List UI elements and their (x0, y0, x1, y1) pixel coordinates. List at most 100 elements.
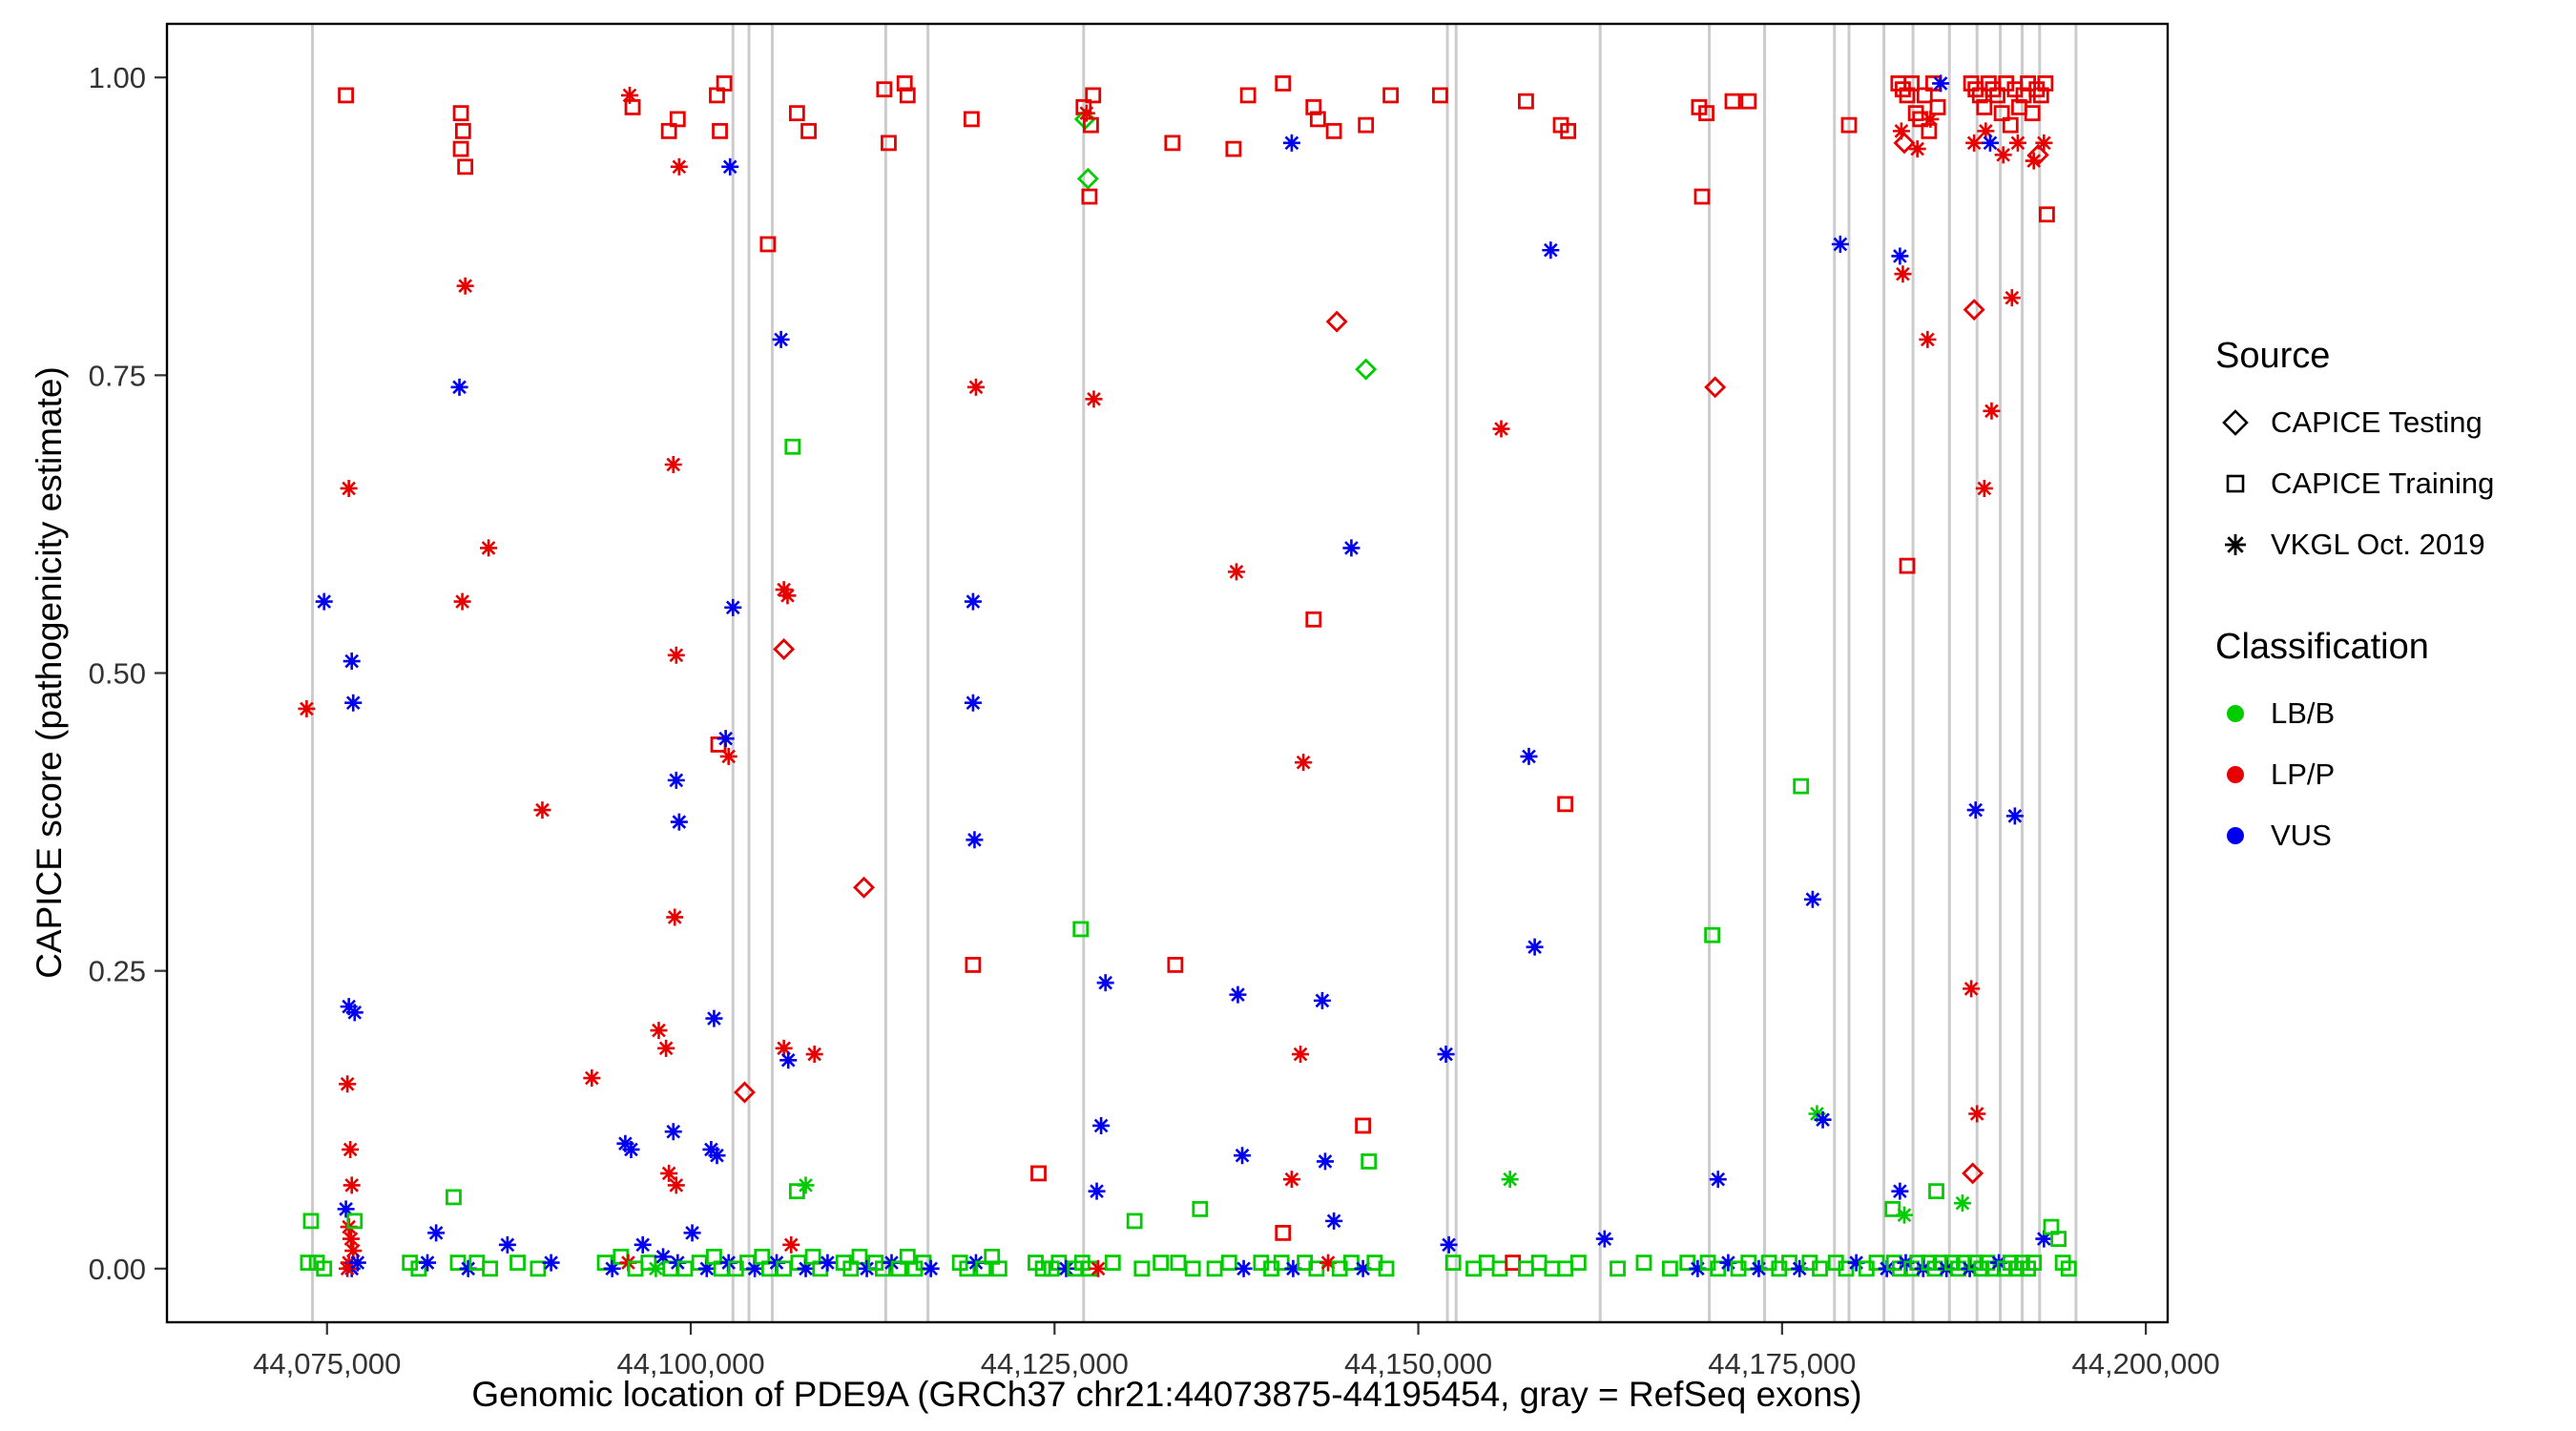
data-point-asterisk (453, 592, 471, 611)
classification-legend: Classification LB/B LP/P VUS (2215, 627, 2570, 866)
data-point-square (1225, 140, 1242, 157)
data-point-asterisk (427, 1224, 446, 1242)
data-point-asterisk (339, 1075, 357, 1093)
data-point-square (2060, 1260, 2077, 1277)
data-point-square (446, 1189, 462, 1206)
data-point-square (1133, 1260, 1151, 1277)
data-point-asterisk (620, 86, 638, 104)
data-point-asterisk (666, 908, 684, 926)
data-point-asterisk (697, 1259, 716, 1277)
x-tick-label: 44,175,000 (1708, 1347, 1856, 1380)
data-point-square (669, 111, 686, 128)
data-point-asterisk (1709, 1171, 1727, 1189)
data-point-square (1781, 1255, 1797, 1271)
data-point-square (1085, 87, 1102, 104)
data-point-asterisk (1981, 134, 1999, 152)
data-point-diamond (1325, 310, 1348, 333)
legend-item-label: VUS (2271, 819, 2332, 852)
data-point-square (1812, 1260, 1828, 1277)
data-point-asterisk (583, 1069, 601, 1088)
data-point-square (1710, 1260, 1727, 1277)
data-point-asterisk (667, 1176, 685, 1194)
data-point-square (346, 1213, 364, 1230)
data-point-square (990, 1260, 1008, 1277)
data-point-square (851, 1248, 868, 1265)
data-point-asterisk (1292, 1046, 1310, 1064)
data-point-square (1432, 87, 1448, 104)
data-point-square (1104, 1255, 1121, 1271)
data-point-asterisk (1803, 890, 1821, 908)
data-point-asterisk (1983, 402, 2001, 420)
data-point-asterisk (746, 1259, 764, 1277)
data-point-square (2025, 1255, 2043, 1271)
data-point-square (1698, 105, 1714, 122)
data-point-square (530, 1260, 547, 1277)
data-point-square (1740, 93, 1757, 110)
data-point-asterisk (2035, 134, 2053, 152)
data-point-square (2050, 1231, 2067, 1247)
data-point-square (1976, 99, 1993, 115)
data-point-asterisk (1750, 1259, 1768, 1277)
data-point-asterisk (456, 277, 474, 295)
data-point-asterisk (1963, 980, 1981, 998)
data-point-square (1275, 1224, 1292, 1241)
data-point-asterisk (772, 330, 790, 348)
data-point-asterisk (498, 1235, 516, 1254)
data-point-asterisk (1319, 1254, 1338, 1272)
data-point-square (1030, 1165, 1047, 1182)
data-point-asterisk (2035, 1230, 2053, 1248)
data-point-square (896, 75, 913, 92)
data-point-diamond (733, 1081, 756, 1104)
data-point-square (874, 1260, 891, 1277)
data-point-asterisk (670, 813, 688, 831)
legend-item-label: VKGL Oct. 2019 (2271, 528, 2485, 561)
data-point-asterisk (340, 1254, 358, 1272)
x-tick-label: 44,150,000 (1344, 1347, 1492, 1380)
data-point-asterisk (1342, 539, 1361, 557)
data-point-square (410, 1260, 427, 1277)
data-point-square (1740, 1255, 1757, 1271)
data-point-square (1868, 1255, 1885, 1271)
data-point-square (1184, 1260, 1201, 1277)
data-point-asterisk (1814, 1110, 1832, 1129)
data-point-asterisk (1092, 1116, 1111, 1134)
data-point-square (876, 81, 893, 98)
data-point-asterisk (1689, 1259, 1707, 1277)
data-point-diamond (853, 876, 875, 899)
data-point-square (1325, 122, 1342, 139)
data-point-square (449, 1255, 467, 1271)
data-point-square (1153, 1255, 1170, 1271)
data-point-asterisk (459, 1259, 477, 1277)
data-point-square (890, 1260, 907, 1277)
data-point-square (660, 122, 677, 139)
data-point-asterisk (1501, 1171, 1519, 1189)
data-point-asterisk (340, 479, 358, 497)
data-point-square (452, 105, 469, 122)
legend-item-label: CAPICE Training (2271, 467, 2495, 500)
blue-dot-icon (2227, 827, 2244, 844)
data-point-square (1662, 1260, 1678, 1277)
data-point-asterisk (533, 801, 551, 819)
data-point-square (1220, 1255, 1237, 1271)
data-point-asterisk (345, 1004, 364, 1022)
data-point-asterisk (339, 1259, 357, 1277)
data-point-asterisk (1919, 330, 1937, 348)
data-point-square (316, 1260, 333, 1277)
legend-item-label: LB/B (2271, 696, 2336, 730)
data-point-asterisk (343, 1176, 361, 1194)
data-point-square (300, 1255, 317, 1271)
red-dot-icon (2227, 766, 2244, 783)
data-point-asterisk (724, 598, 742, 616)
data-point-asterisk (1895, 1206, 1913, 1224)
data-point-asterisk (1057, 1259, 1075, 1277)
y-tick-label: 0.50 (89, 657, 146, 691)
y-tick-label: 1.00 (89, 61, 146, 94)
data-point-asterisk (922, 1259, 940, 1277)
data-point-square (1916, 87, 1933, 104)
data-point-asterisk (2005, 807, 2024, 825)
data-point-square (1557, 796, 1574, 813)
data-point-square (1192, 1200, 1209, 1217)
data-point-asterisk (1316, 1152, 1334, 1171)
data-point-square (2039, 206, 2055, 223)
